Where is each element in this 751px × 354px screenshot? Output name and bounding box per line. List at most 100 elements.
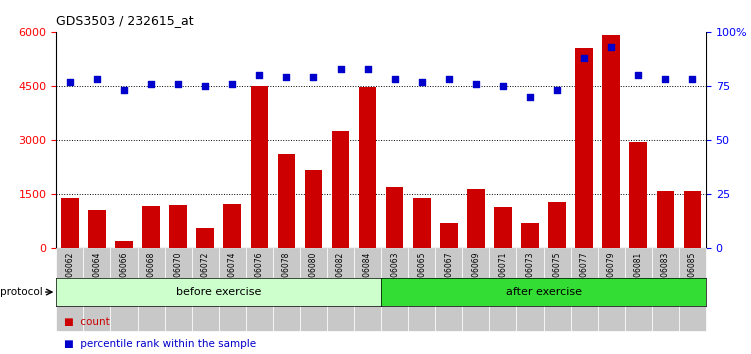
Bar xyxy=(440,223,457,248)
Text: GSM306064: GSM306064 xyxy=(92,252,101,298)
FancyBboxPatch shape xyxy=(598,248,625,331)
Text: GSM306076: GSM306076 xyxy=(255,252,264,298)
Text: GSM306072: GSM306072 xyxy=(201,252,210,298)
Bar xyxy=(548,202,566,248)
Text: before exercise: before exercise xyxy=(176,287,261,297)
FancyBboxPatch shape xyxy=(300,248,327,331)
FancyBboxPatch shape xyxy=(490,248,517,331)
Bar xyxy=(575,48,593,248)
Point xyxy=(497,83,509,88)
Point xyxy=(470,81,482,86)
Bar xyxy=(602,35,620,248)
Point xyxy=(632,72,644,78)
FancyBboxPatch shape xyxy=(354,248,381,331)
Text: GSM306080: GSM306080 xyxy=(309,252,318,298)
Point xyxy=(226,81,238,86)
Point xyxy=(578,55,590,61)
Bar xyxy=(115,241,133,248)
Text: GSM306067: GSM306067 xyxy=(445,252,454,298)
Bar xyxy=(521,223,538,248)
FancyBboxPatch shape xyxy=(192,248,219,331)
Text: GSM306070: GSM306070 xyxy=(173,252,182,298)
FancyBboxPatch shape xyxy=(652,248,679,331)
Point xyxy=(361,66,373,72)
Point xyxy=(334,66,346,72)
Point xyxy=(605,44,617,50)
Text: GSM306075: GSM306075 xyxy=(553,252,562,298)
Bar xyxy=(386,187,403,248)
Bar xyxy=(656,191,674,248)
Point xyxy=(551,87,563,93)
Text: GSM306081: GSM306081 xyxy=(634,252,643,298)
FancyBboxPatch shape xyxy=(381,248,409,331)
Text: GSM306079: GSM306079 xyxy=(607,252,616,298)
FancyBboxPatch shape xyxy=(436,248,463,331)
Bar xyxy=(224,204,241,248)
Bar xyxy=(494,207,511,248)
Text: ■  percentile rank within the sample: ■ percentile rank within the sample xyxy=(64,339,256,349)
FancyBboxPatch shape xyxy=(409,248,436,331)
Text: GSM306062: GSM306062 xyxy=(65,252,74,298)
Bar xyxy=(683,191,701,248)
Text: ■  count: ■ count xyxy=(64,318,110,327)
Bar xyxy=(197,228,214,248)
Bar xyxy=(88,210,106,248)
Bar xyxy=(359,87,376,248)
FancyBboxPatch shape xyxy=(219,248,246,331)
FancyBboxPatch shape xyxy=(544,248,571,331)
Bar xyxy=(629,142,647,248)
Point xyxy=(443,76,455,82)
FancyBboxPatch shape xyxy=(110,248,137,331)
FancyBboxPatch shape xyxy=(56,248,83,331)
FancyBboxPatch shape xyxy=(273,248,300,331)
Text: GSM306066: GSM306066 xyxy=(119,252,128,298)
Point xyxy=(524,94,536,99)
Text: GSM306085: GSM306085 xyxy=(688,252,697,298)
FancyBboxPatch shape xyxy=(246,248,273,331)
Point xyxy=(91,76,103,82)
Text: GSM306077: GSM306077 xyxy=(580,252,589,298)
Bar xyxy=(332,131,349,248)
Text: GSM306065: GSM306065 xyxy=(418,252,427,298)
Point xyxy=(145,81,157,86)
FancyBboxPatch shape xyxy=(83,248,110,331)
Point xyxy=(172,81,184,86)
FancyBboxPatch shape xyxy=(571,248,598,331)
Text: GSM306063: GSM306063 xyxy=(391,252,400,298)
FancyBboxPatch shape xyxy=(327,248,354,331)
Bar xyxy=(467,189,484,248)
Bar xyxy=(251,86,268,248)
Point xyxy=(280,74,292,80)
Point xyxy=(64,79,76,84)
Point xyxy=(389,76,401,82)
Text: after exercise: after exercise xyxy=(505,287,581,297)
Text: GSM306069: GSM306069 xyxy=(472,252,481,298)
Bar xyxy=(305,170,322,248)
FancyBboxPatch shape xyxy=(679,248,706,331)
FancyBboxPatch shape xyxy=(463,248,490,331)
Text: GSM306078: GSM306078 xyxy=(282,252,291,298)
Text: GSM306073: GSM306073 xyxy=(526,252,535,298)
Point xyxy=(118,87,130,93)
FancyBboxPatch shape xyxy=(137,248,164,331)
Point xyxy=(659,76,671,82)
Bar xyxy=(278,154,295,248)
Point xyxy=(199,83,211,88)
Point xyxy=(416,79,428,84)
Text: GSM306068: GSM306068 xyxy=(146,252,155,298)
Point xyxy=(253,72,265,78)
Bar xyxy=(413,198,430,248)
FancyBboxPatch shape xyxy=(625,248,652,331)
Bar xyxy=(61,198,79,248)
Text: GSM306084: GSM306084 xyxy=(363,252,372,298)
Bar xyxy=(142,206,160,248)
Text: GSM306082: GSM306082 xyxy=(336,252,345,298)
Point xyxy=(307,74,319,80)
Text: GSM306071: GSM306071 xyxy=(499,252,508,298)
FancyBboxPatch shape xyxy=(164,248,192,331)
Text: protocol: protocol xyxy=(0,287,43,297)
Bar xyxy=(169,205,187,248)
Point xyxy=(686,76,698,82)
Text: GSM306074: GSM306074 xyxy=(228,252,237,298)
Text: GDS3503 / 232615_at: GDS3503 / 232615_at xyxy=(56,14,194,27)
